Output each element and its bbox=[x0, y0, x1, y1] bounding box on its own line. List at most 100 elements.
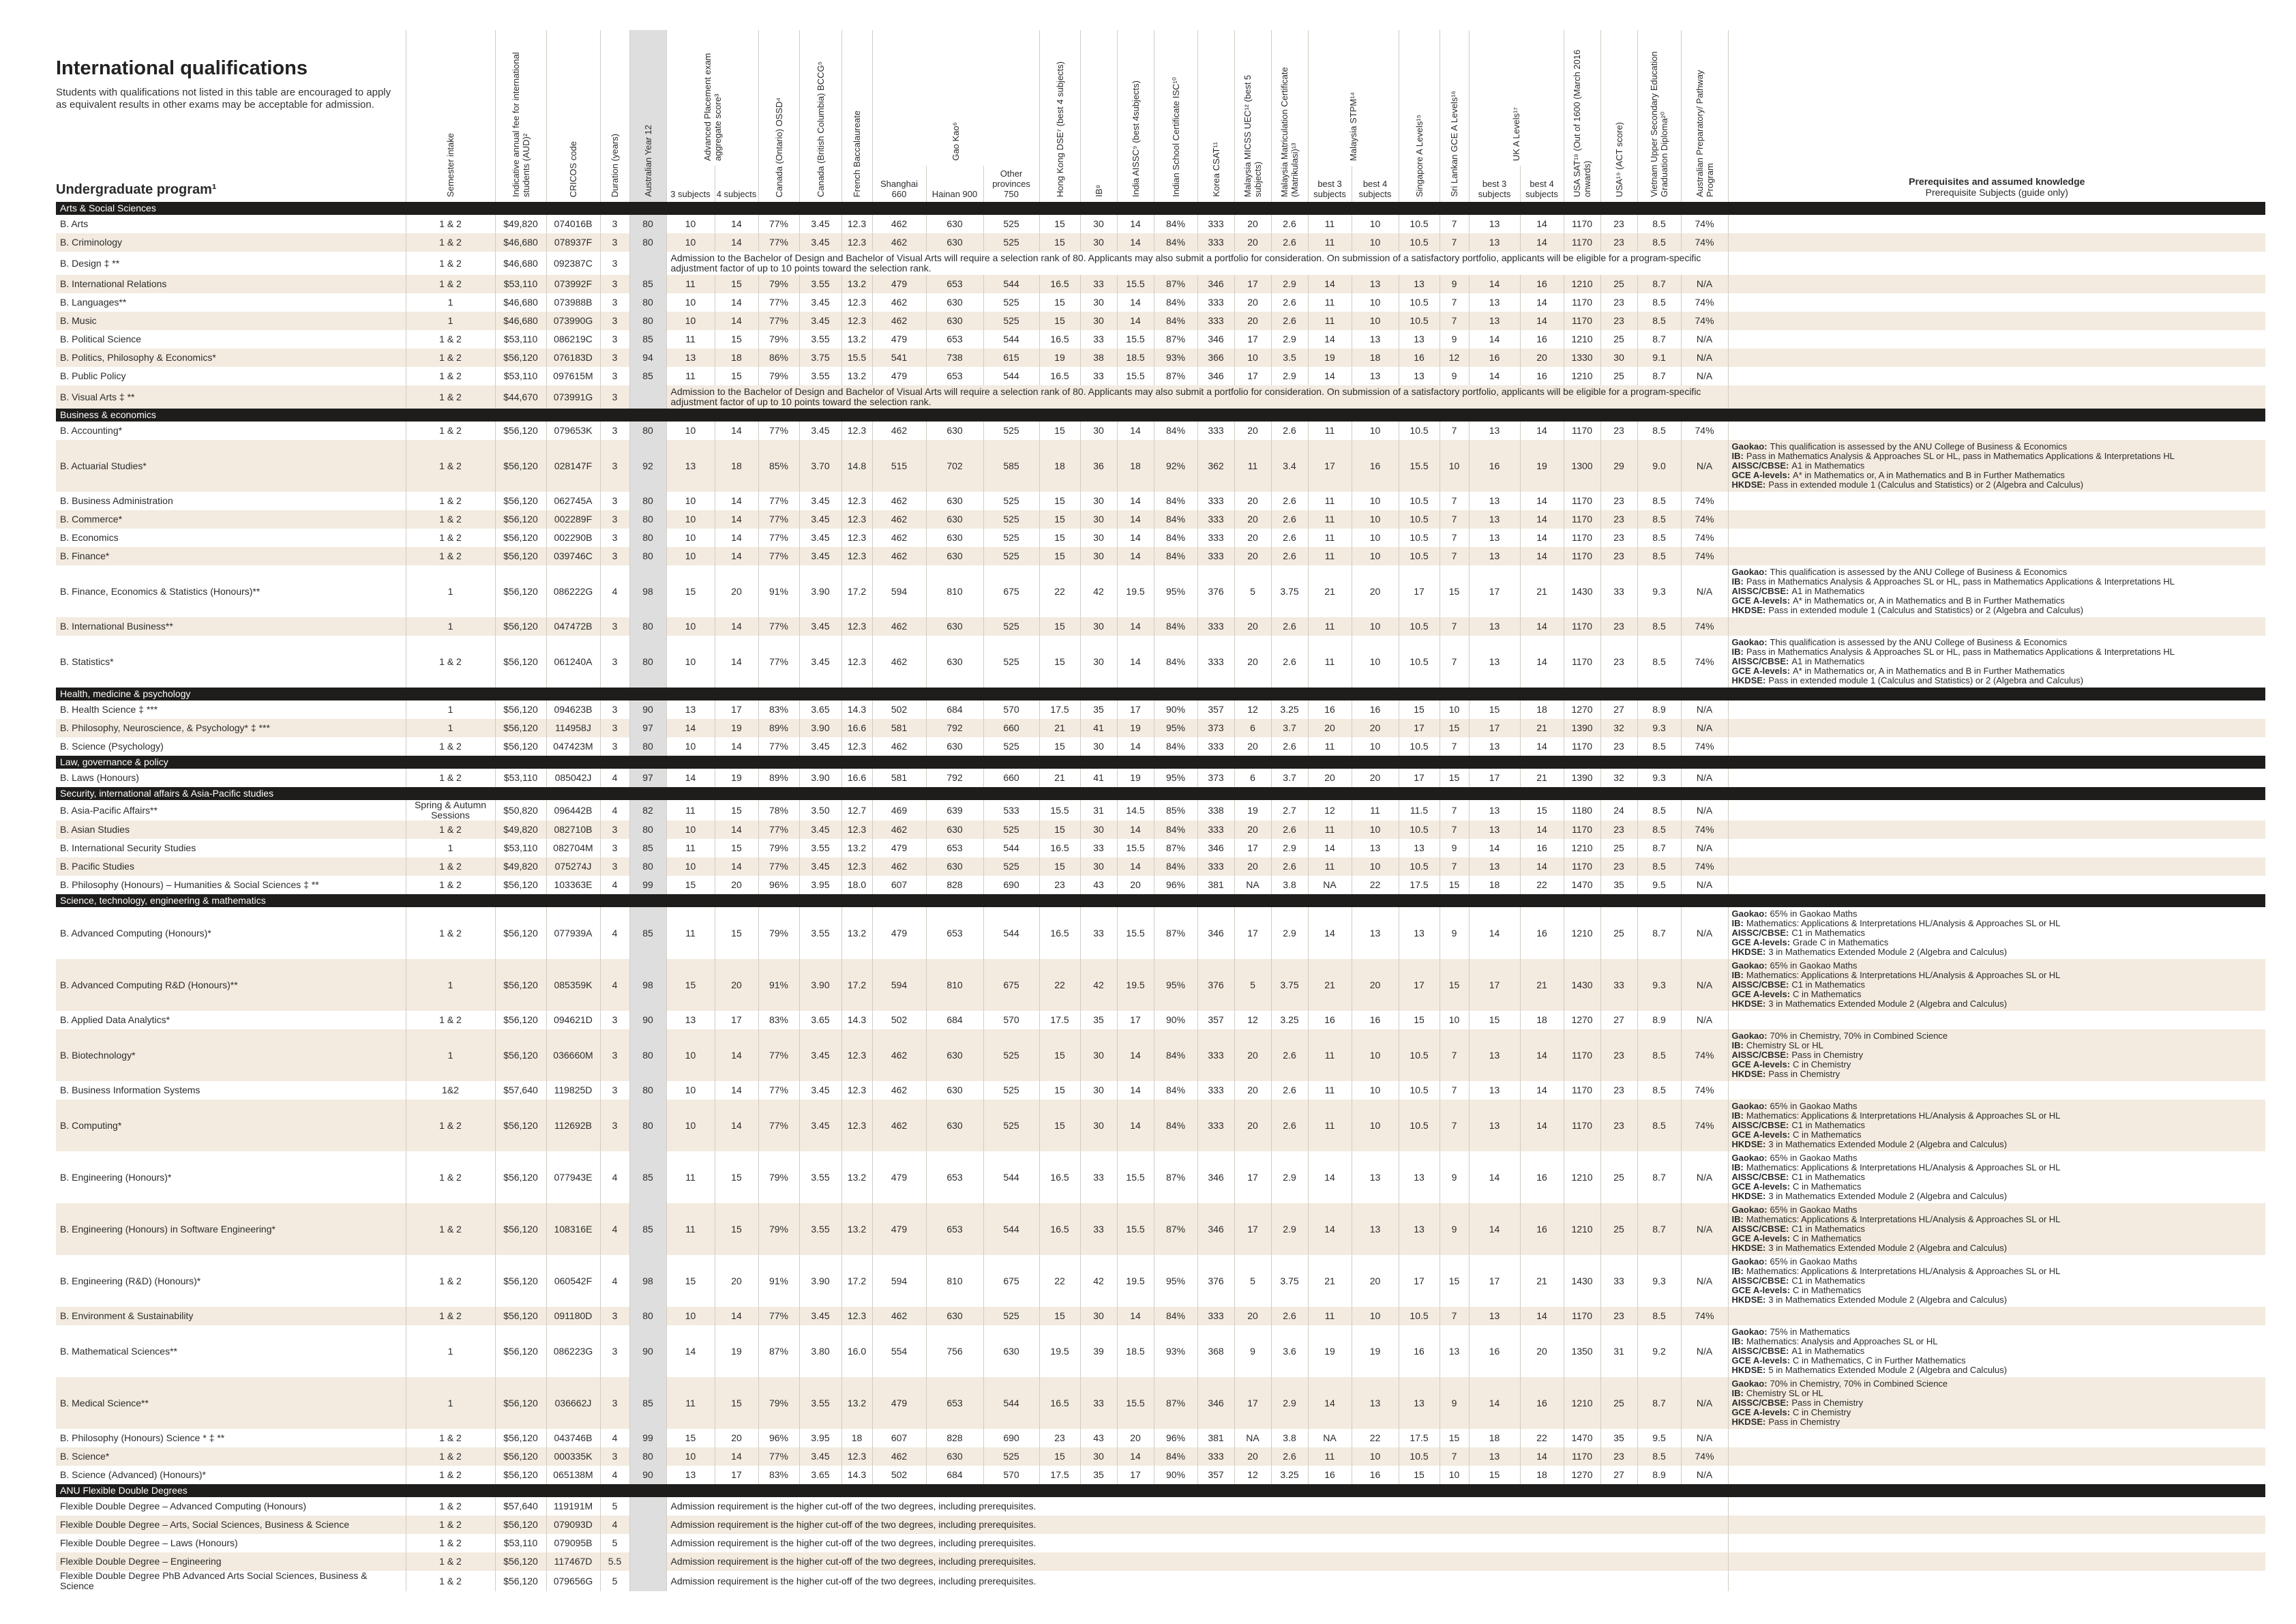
value-cell: 15 bbox=[1468, 1466, 1521, 1484]
prerequisite-label: AISSC/CBSE: bbox=[1731, 1172, 1789, 1182]
prerequisite-label: Gaokao: bbox=[1731, 1153, 1768, 1163]
page-title: International qualifications bbox=[56, 57, 308, 79]
value-cell: 18.0 bbox=[841, 876, 872, 894]
value-cell: 14 bbox=[714, 233, 758, 252]
value-cell: 15.5 bbox=[1116, 330, 1154, 349]
program-row: B. Business Administration 1 & 2 $56,120 06… bbox=[56, 492, 2266, 510]
empty-cell bbox=[629, 1552, 666, 1571]
value-cell: 15 bbox=[1439, 876, 1470, 894]
program-name: B. Asia-Pacific Affairs** bbox=[60, 804, 158, 816]
value-cell: 15 bbox=[1439, 1429, 1470, 1447]
value-cell: 1210 bbox=[1563, 907, 1601, 959]
value-cell: 14 bbox=[1519, 737, 1564, 756]
column-label: CRICOS code bbox=[568, 141, 578, 197]
value-cell: 1350 bbox=[1563, 1325, 1601, 1377]
program-name: B. Advanced Computing R&D (Honours)** bbox=[56, 959, 406, 1011]
value-cell: 9 bbox=[1439, 275, 1470, 293]
value-cell: N/A bbox=[1680, 1429, 1729, 1447]
prerequisites: Gaokao: 65% in Gaokao Maths IB: Mathematics… bbox=[1727, 907, 2266, 959]
value-cell: 20 bbox=[714, 876, 758, 894]
value-cell: 3.55 bbox=[799, 1377, 841, 1429]
value-cell: 14 bbox=[1468, 1151, 1521, 1203]
value-cell: 2.9 bbox=[1270, 1203, 1309, 1255]
value-cell: 3.45 bbox=[799, 1099, 841, 1151]
value-cell: 2.6 bbox=[1270, 422, 1309, 440]
value-cell: 5 bbox=[1234, 1255, 1272, 1307]
value-cell: 14 bbox=[1468, 1377, 1521, 1429]
value-cell: 15 bbox=[714, 907, 758, 959]
value-cell: 80 bbox=[629, 636, 666, 688]
value-cell: 14 bbox=[1519, 510, 1564, 529]
value-cell: $56,120 bbox=[494, 422, 546, 440]
value-cell: 581 bbox=[871, 719, 926, 737]
value-cell: 25 bbox=[1600, 367, 1638, 385]
value-cell: NA bbox=[1234, 1429, 1272, 1447]
prerequisite-label: GCE A-levels: bbox=[1731, 595, 1791, 606]
value-cell: 094623B bbox=[546, 700, 600, 719]
value-cell: 21 bbox=[1039, 719, 1081, 737]
value-cell: 9.5 bbox=[1637, 1429, 1682, 1447]
value-cell: 1170 bbox=[1563, 1081, 1601, 1099]
value-cell: 1 & 2 bbox=[405, 1571, 495, 1591]
prerequisites bbox=[1727, 800, 2266, 821]
value-cell: 10 bbox=[1351, 1029, 1399, 1081]
prerequisite-text: A1 in Mathematics bbox=[1791, 460, 1865, 471]
value-cell: 10 bbox=[1351, 1447, 1399, 1466]
value-cell: 630 bbox=[925, 529, 983, 547]
value-cell: 1 & 2 bbox=[405, 367, 495, 385]
value-cell: 10 bbox=[1351, 737, 1399, 756]
prerequisite-label: GCE A-levels: bbox=[1731, 1407, 1791, 1417]
value-cell: 9 bbox=[1439, 330, 1470, 349]
value-cell: 13 bbox=[1398, 367, 1440, 385]
value-cell: 14 bbox=[666, 1325, 715, 1377]
value-cell: 5 bbox=[599, 1571, 629, 1591]
prerequisites bbox=[1727, 839, 2266, 857]
value-cell: 33 bbox=[1079, 275, 1118, 293]
value-cell: 16 bbox=[1351, 700, 1399, 719]
value-cell: 21 bbox=[1519, 719, 1564, 737]
value-cell: 525 bbox=[983, 492, 1040, 510]
value-cell: 14 bbox=[1519, 1081, 1564, 1099]
value-cell: 98 bbox=[629, 959, 666, 1011]
value-cell: 630 bbox=[925, 857, 983, 876]
prerequisite-text: This qualification is assessed by the AN… bbox=[1770, 441, 2068, 452]
value-cell: 16 bbox=[1351, 1011, 1399, 1029]
value-cell: 7 bbox=[1439, 547, 1470, 565]
value-cell: 7 bbox=[1439, 737, 1470, 756]
value-cell: 15.5 bbox=[841, 349, 872, 367]
value-cell: 3.45 bbox=[799, 233, 841, 252]
value-cell: 15 bbox=[1519, 800, 1564, 821]
section-title: Science, technology, engineering & mathe… bbox=[56, 894, 2266, 907]
value-cell: 14 bbox=[714, 1307, 758, 1325]
value-cell: 18 bbox=[714, 440, 758, 492]
value-cell: 3.45 bbox=[799, 293, 841, 312]
value-cell: 10 bbox=[666, 1447, 715, 1466]
prerequisite-text: Mathematics: Applications & Interpretati… bbox=[1746, 970, 2061, 980]
prerequisite-label: GCE A-levels: bbox=[1731, 937, 1791, 947]
value-cell: 20 bbox=[1234, 1447, 1272, 1466]
value-cell: 368 bbox=[1197, 1325, 1235, 1377]
value-cell: 10.5 bbox=[1398, 636, 1440, 688]
value-cell: 10 bbox=[666, 547, 715, 565]
program-name: B. Science (Psychology) bbox=[60, 741, 164, 752]
program-row: B. Philosophy (Honours) Science * ‡ ** 1 … bbox=[56, 1429, 2266, 1447]
value-cell: 11 bbox=[1307, 233, 1352, 252]
value-cell: 002290B bbox=[546, 529, 600, 547]
value-cell: 77% bbox=[758, 422, 799, 440]
value-cell: 9 bbox=[1439, 907, 1470, 959]
value-cell: $57,640 bbox=[494, 1497, 546, 1516]
value-cell: 1 bbox=[405, 312, 495, 330]
value-cell: 10 bbox=[666, 293, 715, 312]
value-cell: 17 bbox=[1234, 1203, 1272, 1255]
value-cell: 091180D bbox=[546, 1307, 600, 1325]
prerequisites bbox=[1727, 510, 2266, 529]
value-cell: 8.7 bbox=[1637, 839, 1682, 857]
value-cell: 3.45 bbox=[799, 617, 841, 636]
value-cell: 12.3 bbox=[841, 312, 872, 330]
value-cell: 30 bbox=[1079, 1081, 1118, 1099]
column-header: Indicative annual fee for international … bbox=[494, 30, 546, 202]
value-cell: N/A bbox=[1680, 565, 1729, 617]
value-cell: 3.55 bbox=[799, 1203, 841, 1255]
value-cell: 77% bbox=[758, 293, 799, 312]
prerequisite-label: GCE A-levels: bbox=[1731, 1181, 1791, 1192]
